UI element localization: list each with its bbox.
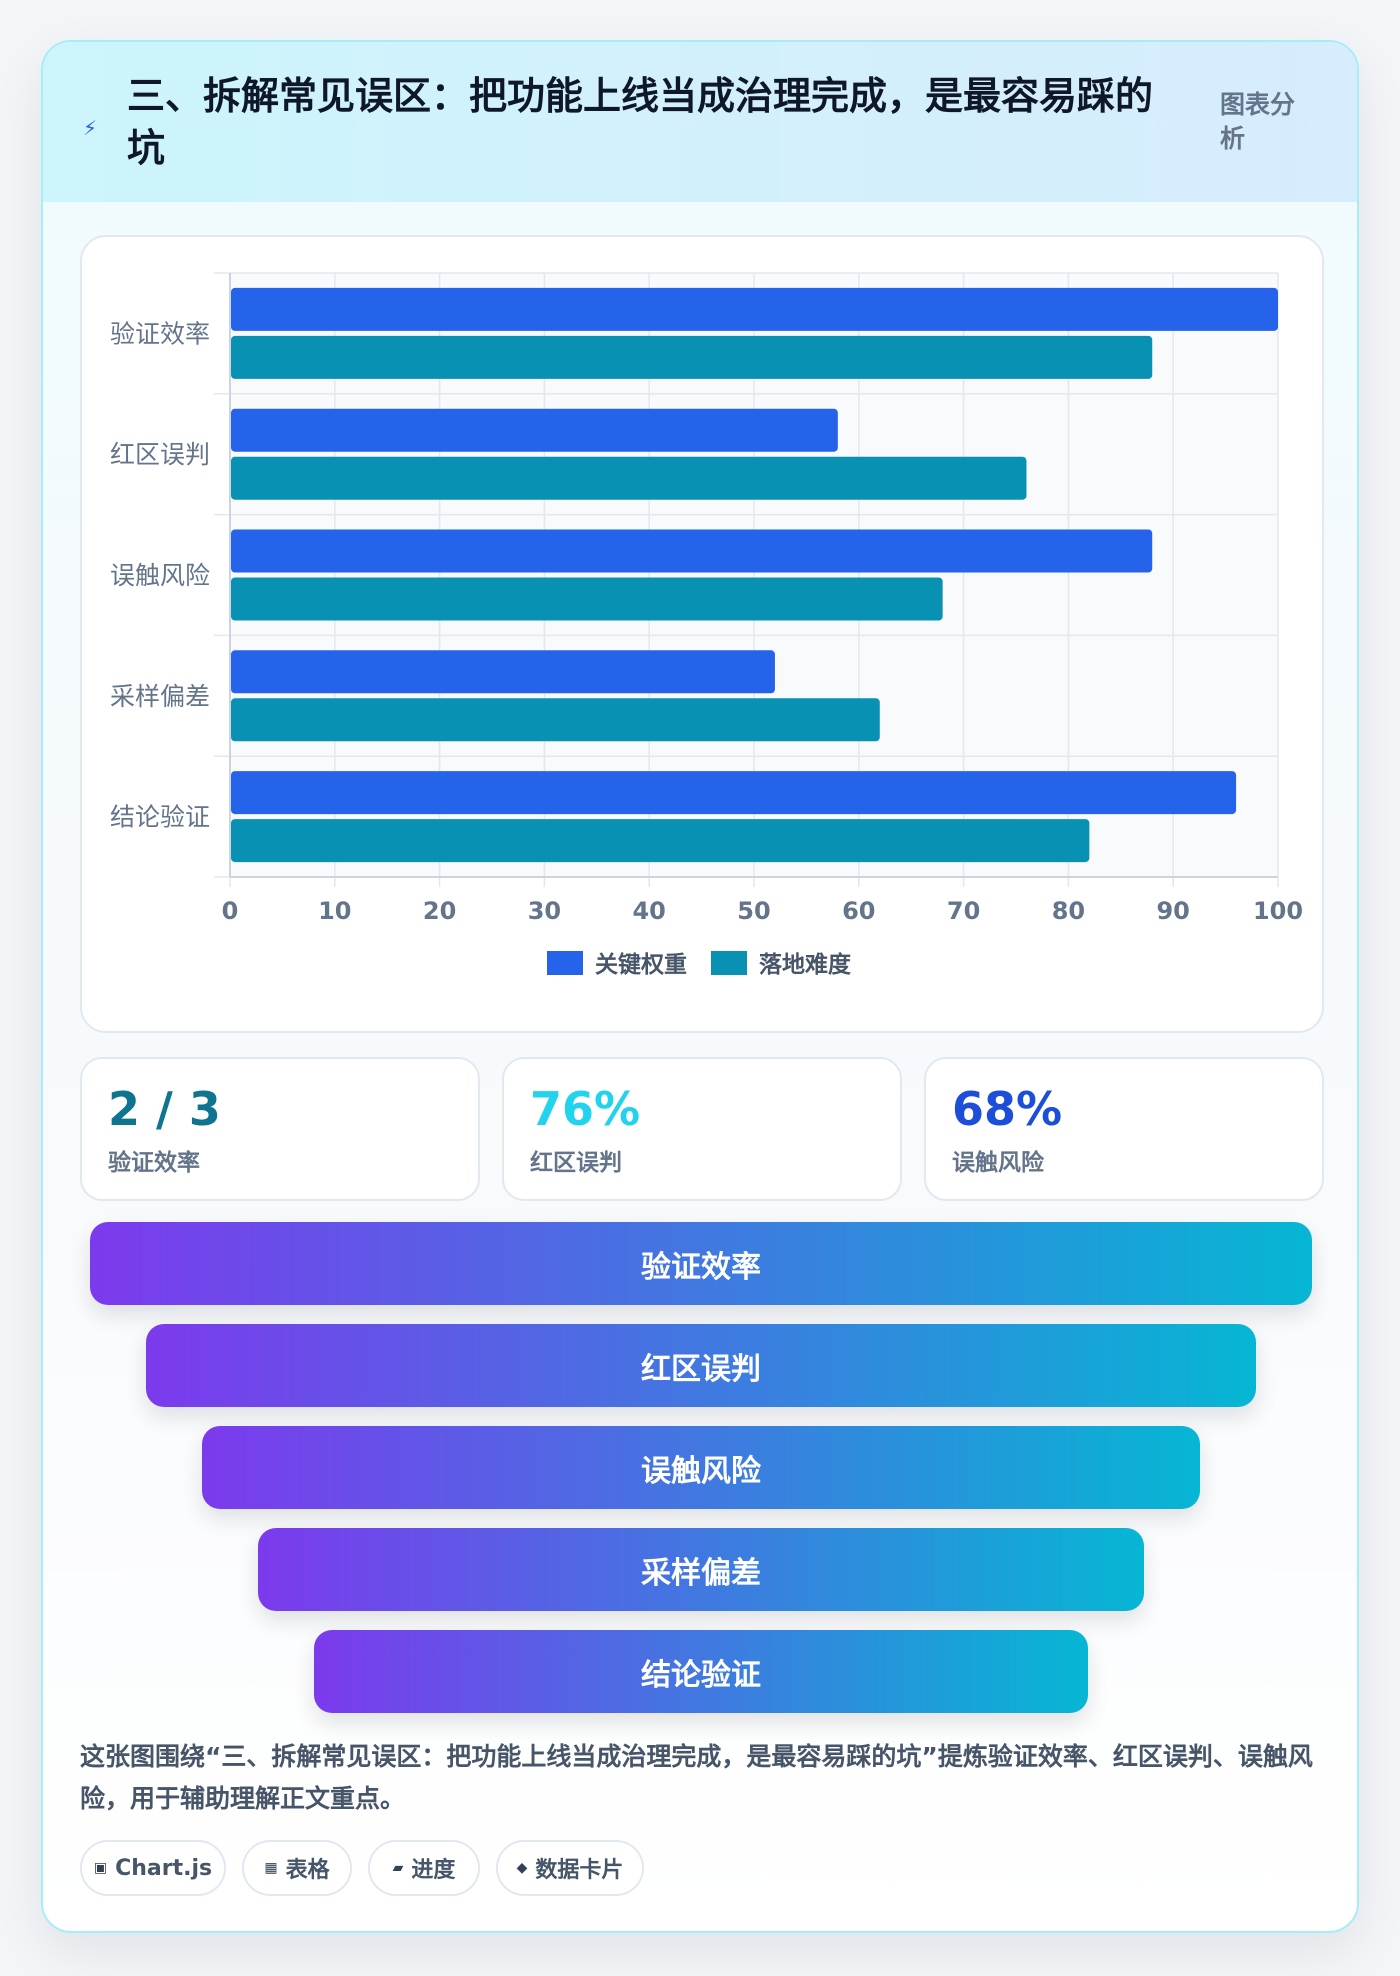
pill-table[interactable]: ▦ 表格 — [242, 1840, 352, 1896]
legend-swatch — [711, 951, 747, 975]
bar-weight — [231, 771, 1237, 815]
stat-label: 红区误判 — [530, 1150, 622, 1176]
stat-card: 2 / 3 验证效率 — [80, 1057, 480, 1201]
page-title: 三、拆解常见误区：把功能上线当成治理完成，是最容易踩的坑 — [127, 74, 1154, 170]
bar-weight — [231, 529, 1153, 573]
progress-icon: ▰ — [392, 1860, 404, 1876]
chart-caption: 这张图围绕“三、拆解常见误区：把功能上线当成治理完成，是最容易踩的坑”提炼验证效… — [80, 1742, 1313, 1813]
pill-label: 进度 — [411, 1858, 456, 1883]
x-tick-label: 100 — [1253, 897, 1303, 925]
funnel: 验证效率 红区误判 误触风险 采样偏差 结论验证 — [43, 1222, 1357, 1722]
x-tick-label: 90 — [1156, 897, 1189, 925]
legend-swatch — [547, 951, 583, 975]
legend-label: 落地难度 — [759, 951, 852, 978]
bar-difficulty — [231, 819, 1090, 863]
bar-difficulty — [231, 456, 1027, 500]
x-tick-label: 80 — [1052, 897, 1085, 925]
stat-value: 68% — [952, 1082, 1063, 1136]
y-tick-label: 结论验证 — [110, 803, 210, 832]
pill-chartjs[interactable]: ▣ Chart.js — [80, 1840, 226, 1896]
bolt-icon: ⚡ — [83, 116, 98, 140]
stat-card: 76% 红区误判 — [502, 1057, 902, 1201]
pill-label: Chart.js — [115, 1855, 213, 1881]
legend-label: 关键权重 — [595, 951, 687, 978]
table-icon: ▦ — [264, 1860, 278, 1876]
bar-difficulty — [231, 335, 1153, 379]
funnel-step: 采样偏差 — [258, 1528, 1144, 1611]
x-tick-label: 20 — [423, 897, 456, 925]
chart-card: ⚡ 三、拆解常见误区：把功能上线当成治理完成，是最容易踩的坑 图表分析 0 10 2… — [41, 40, 1359, 1933]
card-header: ⚡ 三、拆解常见误区：把功能上线当成治理完成，是最容易踩的坑 图表分析 — [43, 42, 1357, 202]
bar-weight — [231, 650, 775, 694]
y-tick-label: 采样偏差 — [110, 682, 210, 711]
stat-card: 68% 误触风险 — [924, 1057, 1324, 1201]
stat-label: 误触风险 — [952, 1150, 1044, 1176]
funnel-step: 误触风险 — [202, 1426, 1200, 1509]
bar-weight — [231, 408, 838, 452]
bar-difficulty — [231, 577, 943, 621]
funnel-step: 红区误判 — [146, 1324, 1256, 1407]
y-tick-label: 红区误判 — [110, 440, 210, 469]
funnel-step: 结论验证 — [314, 1630, 1088, 1713]
pill-data-card[interactable]: ◆ 数据卡片 — [496, 1840, 644, 1896]
x-tick-label: 50 — [737, 897, 770, 925]
stat-label: 验证效率 — [108, 1150, 200, 1176]
pill-label: 数据卡片 — [535, 1858, 624, 1883]
y-tick-label: 验证效率 — [110, 319, 210, 348]
x-tick-label: 30 — [528, 897, 561, 925]
funnel-step: 验证效率 — [90, 1222, 1312, 1305]
stat-value: 2 / 3 — [108, 1082, 221, 1136]
x-tick-label: 60 — [842, 897, 875, 925]
x-tick-label: 0 — [222, 897, 239, 925]
pill-label: 表格 — [285, 1858, 330, 1883]
x-tick-label: 10 — [318, 897, 351, 925]
bar-difficulty — [231, 698, 880, 742]
y-tick-label: 误触风险 — [110, 561, 210, 590]
x-tick-label: 70 — [947, 897, 980, 925]
header-tag: 图表分析 — [1220, 90, 1296, 153]
bar-chart: 0 10 20 30 40 50 60 70 80 90 100 验证效率红区误判误触风险采样偏差结论… — [110, 272, 1303, 978]
bar-weight — [231, 287, 1278, 331]
bar-chart-panel: 0 10 20 30 40 50 60 70 80 90 100 验证效率红区误判误触风险采样偏差结论… — [80, 235, 1324, 1033]
pill-progress[interactable]: ▰ 进度 — [368, 1840, 480, 1896]
diamond-icon: ◆ — [516, 1860, 528, 1876]
chart-icon: ▣ — [93, 1860, 108, 1876]
stat-cards: 2 / 3 验证效率 76% 红区误判 68% 误触风险 — [80, 1057, 1324, 1201]
x-tick-label: 40 — [632, 897, 665, 925]
stat-value: 76% — [530, 1082, 641, 1136]
